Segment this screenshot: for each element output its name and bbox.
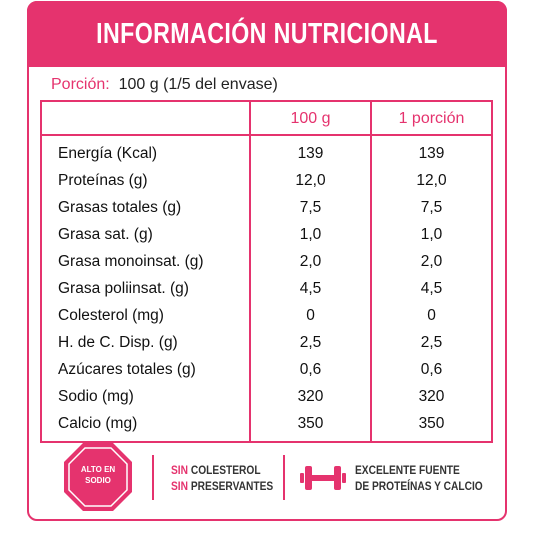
- header-band: [27, 1, 507, 67]
- value-cell: 320: [297, 388, 324, 405]
- stop-text: SODIO: [85, 476, 111, 485]
- source-text: EXCELENTE FUENTE: [355, 463, 460, 477]
- nutrient-label: Grasas totales (g): [58, 199, 182, 216]
- value-cell: 350: [418, 415, 445, 432]
- nutrient-label: Calcio (mg): [58, 415, 138, 432]
- claim-prefix: SIN: [171, 463, 189, 477]
- claim-prefix: SIN: [171, 479, 189, 493]
- stop-sign: ALTO EN SODIO: [64, 443, 132, 511]
- value-cell: 7,5: [420, 199, 443, 216]
- value-cell: 1,0: [420, 226, 443, 243]
- value-cell: 0: [427, 307, 436, 324]
- claim: SIN COLESTEROL: [171, 462, 261, 478]
- column-header: 1 porción: [398, 110, 465, 127]
- dumbbell-icon: [300, 466, 346, 490]
- value-cell: 4,5: [299, 280, 322, 297]
- column-header: 100 g: [290, 110, 331, 127]
- value-cell: 2,0: [299, 253, 322, 270]
- value-cell: 7,5: [299, 199, 322, 216]
- column-divider: [370, 102, 372, 441]
- nutrient-label: Grasa poliinsat. (g): [58, 280, 189, 297]
- stop-text: ALTO EN: [81, 465, 116, 474]
- value-cell: 0: [306, 307, 315, 324]
- nutrient-label: Colesterol (mg): [58, 307, 164, 324]
- separator: [283, 455, 285, 500]
- portion-label: Porción:: [51, 76, 110, 93]
- value-cell: 139: [297, 145, 324, 162]
- nutrient-label: H. de C. Disp. (g): [58, 334, 178, 351]
- nutrient-label: Grasa monoinsat. (g): [58, 253, 204, 270]
- value-cell: 0,6: [420, 361, 443, 378]
- value-cell: 12,0: [416, 172, 447, 189]
- separator: [152, 455, 154, 500]
- value-cell: 2,5: [420, 334, 443, 351]
- source-text: DE PROTEÍNAS Y CALCIO: [355, 479, 483, 493]
- value-cell: 4,5: [420, 280, 443, 297]
- value-cell: 1,0: [299, 226, 322, 243]
- value-cell: 320: [418, 388, 445, 405]
- value-cell: 139: [418, 145, 445, 162]
- nutrient-label: Grasa sat. (g): [58, 226, 153, 243]
- title: INFORMACIÓN NUTRICIONAL: [96, 18, 438, 50]
- value-cell: 350: [297, 415, 324, 432]
- claim: SIN PRESERVANTES: [171, 478, 273, 494]
- portion: Porción: 100 g (1/5 del envase): [51, 76, 278, 94]
- claim-text: PRESERVANTES: [190, 479, 274, 493]
- portion-value: 100 g (1/5 del envase): [118, 76, 278, 93]
- nutrient-label: Energía (Kcal): [58, 145, 158, 162]
- value-cell: 12,0: [295, 172, 326, 189]
- nutrient-label: Azúcares totales (g): [58, 361, 196, 378]
- claim-text: COLESTEROL: [190, 463, 261, 477]
- value-cell: 2,5: [299, 334, 322, 351]
- nutrient-label: Sodio (mg): [58, 388, 134, 405]
- nutrient-label: Proteínas (g): [58, 172, 148, 189]
- value-cell: 2,0: [420, 253, 443, 270]
- table: 100 g 1 porción Energía (Kcal) 139 139 Prot…: [40, 100, 493, 443]
- header-divider: [42, 134, 491, 136]
- value-cell: 0,6: [299, 361, 322, 378]
- column-divider: [249, 102, 251, 441]
